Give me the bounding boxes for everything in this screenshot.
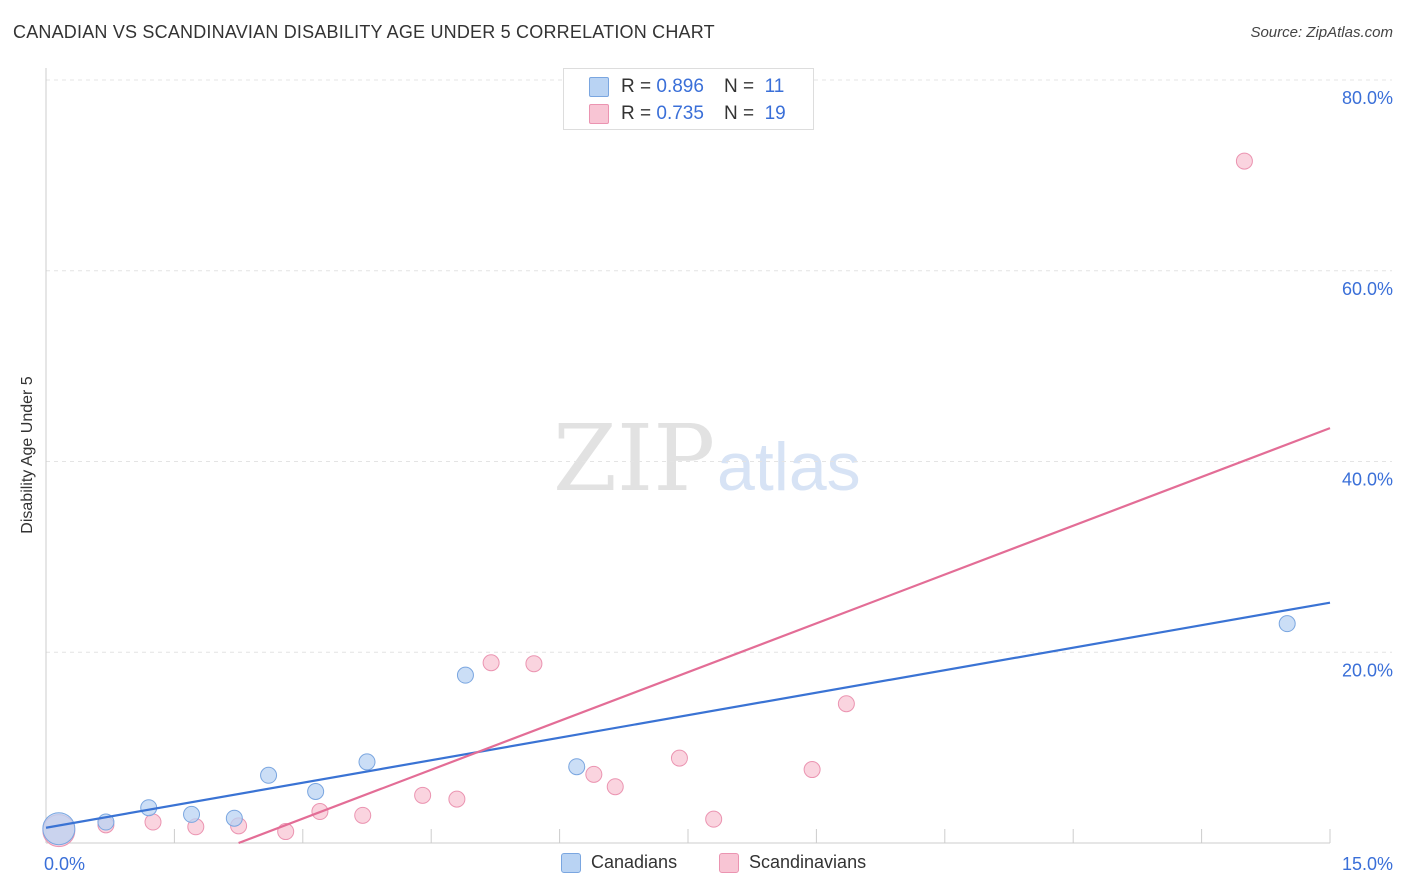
correlation-legend: R = 0.896 N = 11 R = 0.735 N = 19 <box>563 68 814 130</box>
axes <box>45 68 1331 844</box>
canadians-point <box>260 766 278 784</box>
y-tick-label: 20.0% <box>1342 660 1393 680</box>
canadians-point <box>1278 615 1296 633</box>
y-tick-label: 80.0% <box>1342 88 1393 108</box>
watermark-zip: ZIP <box>553 405 715 512</box>
canadians-point <box>456 666 474 684</box>
scandinavians-point <box>482 654 500 672</box>
scandinavians-point <box>414 786 432 804</box>
scandinavians-point <box>354 806 372 824</box>
series-legend: Canadians Scandinavians <box>0 852 1406 878</box>
scandinavians-legend-swatch <box>719 852 739 873</box>
scandinavians-point <box>705 810 723 828</box>
scandinavians-point <box>144 813 162 831</box>
scandinavians-point <box>670 749 688 767</box>
canadians-point <box>225 809 243 827</box>
legend-n-value: 19 <box>764 103 786 124</box>
legend-r-value: 0.896 <box>656 76 704 97</box>
scandinavians-point <box>448 790 466 808</box>
scandinavians-point <box>1235 152 1253 170</box>
canadians-point <box>307 782 325 800</box>
x-tick-label-min: 0.0% <box>44 854 85 874</box>
canadians-trend-line <box>45 601 1331 829</box>
legend-r-label: R = <box>621 76 652 97</box>
legend-n-value: 11 <box>764 76 785 97</box>
data-points <box>42 152 1296 848</box>
legend-n-label: N = <box>723 76 755 97</box>
chart-title: CANADIAN VS SCANDINAVIAN DISABILITY AGE … <box>13 22 715 42</box>
scandinavians-point <box>803 761 821 779</box>
x-tick-label-max: 15.0% <box>1342 854 1393 874</box>
legend-row-scandinavians: R = 0.735 N = 19 <box>589 102 786 126</box>
canadians-swatch <box>589 77 609 97</box>
scandinavians-swatch <box>589 104 609 124</box>
legend-row-canadians: R = 0.896 N = 11 <box>589 75 784 99</box>
y-tick-label: 60.0% <box>1342 279 1393 299</box>
scandinavians-legend-label: Scandinavians <box>749 852 867 872</box>
canadians-point <box>183 805 201 823</box>
canadians-legend-label: Canadians <box>591 852 678 872</box>
y-tick-label: 40.0% <box>1342 470 1393 490</box>
scandinavians-point <box>837 695 855 713</box>
scandinavians-trend-line <box>238 427 1331 845</box>
legend-item-canadians: Canadians <box>561 852 677 873</box>
trend-lines <box>45 427 1331 845</box>
canadians-point <box>42 812 76 846</box>
canadians-point <box>568 758 586 776</box>
source-label: Source: ZipAtlas.com <box>1250 24 1393 41</box>
gridlines <box>46 79 1392 653</box>
tick-labels: 20.0% 40.0% 60.0% 80.0% 0.0% 15.0% <box>44 88 1393 874</box>
legend-r-value: 0.735 <box>656 103 704 124</box>
scandinavians-point <box>525 655 543 673</box>
legend-item-scandinavians: Scandinavians <box>719 852 866 873</box>
scandinavians-point <box>585 765 603 783</box>
legend-n-label: N = <box>723 103 755 124</box>
legend-r-label: R = <box>621 103 652 124</box>
watermark: ZIP atlas <box>553 405 861 512</box>
canadians-legend-swatch <box>561 852 581 873</box>
canadians-point <box>358 753 376 771</box>
scandinavians-point <box>606 778 624 796</box>
watermark-atlas: atlas <box>717 429 861 505</box>
